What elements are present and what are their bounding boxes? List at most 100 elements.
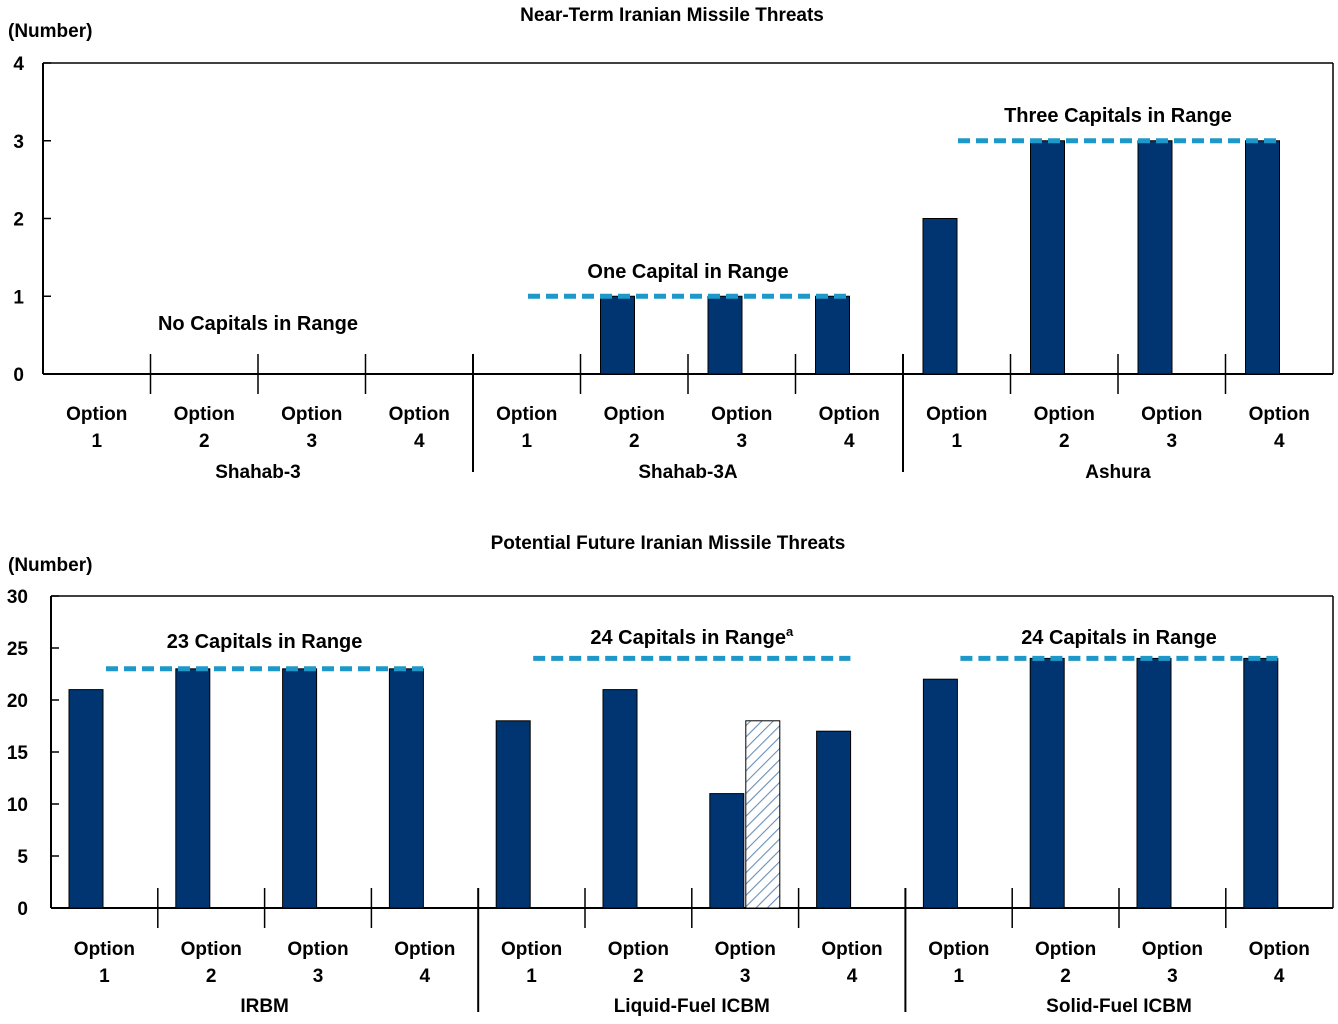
category-label: Option [821,939,882,960]
threshold-label: 24 Capitals in Range [1021,627,1217,649]
y-tick-label: 2 [13,210,24,231]
category-label: Option [174,404,235,425]
category-label: Option [66,404,127,425]
bar [922,678,958,909]
threshold-label: No Capitals in Range [158,313,358,335]
chart2-title: Potential Future Iranian Missile Threats [491,533,846,554]
category-number: 3 [1167,966,1178,987]
category-number: 3 [740,966,751,987]
threshold-label: Three Capitals in Range [1004,105,1232,127]
category-label: Option [819,404,880,425]
bar [602,689,638,909]
bar [495,720,531,909]
category-label: Option [1249,404,1310,425]
bar [1029,657,1065,909]
category-number: 1 [526,966,537,987]
category-number: 1 [99,966,110,987]
bar [1245,140,1280,375]
group-label: Shahab-3 [215,462,301,483]
y-tick-label: 1 [13,287,24,308]
chart1-ylabel: (Number) [8,21,92,42]
group-label: Shahab-3A [638,462,738,483]
category-label: Option [711,404,772,425]
category-label: Option [1142,939,1203,960]
bar [282,668,318,909]
category-number: 3 [736,431,747,452]
category-label: Option [74,939,135,960]
category-label: Option [287,939,348,960]
bar [600,295,635,375]
y-tick-label: 0 [13,365,24,386]
chart1-plot: 0 1 2 3 4 Option 1 Option 2 Option 3 Option 4 Option 1… [13,54,1334,483]
bar [68,689,104,909]
category-number: 4 [420,966,431,987]
category-number: 4 [1274,966,1285,987]
threshold-label: One Capital in Range [587,261,788,283]
y-tick-label: 3 [13,132,24,153]
chart2-ylabel: (Number) [8,555,92,576]
y-tick-label: 15 [7,743,29,764]
y-tick-label: 25 [7,639,29,660]
category-label: Option [1035,939,1096,960]
category-number: 1 [951,431,962,452]
category-number: 2 [206,966,217,987]
category-label: Option [608,939,669,960]
category-number: 4 [414,431,425,452]
category-number: 1 [91,431,102,452]
category-label: Option [1034,404,1095,425]
category-label: Option [604,404,665,425]
group-label: IRBM [240,996,289,1017]
bar [388,668,424,909]
bar [1137,140,1173,375]
bar [1030,140,1065,375]
group-label: Liquid-Fuel ICBM [614,996,770,1017]
bar [175,668,211,909]
y-tick-label: 10 [7,795,28,816]
bar [709,793,745,909]
category-number: 4 [1274,431,1285,452]
category-number: 1 [954,966,965,987]
category-label: Option [928,939,989,960]
category-number: 4 [844,431,855,452]
y-tick-label: 0 [17,899,28,920]
category-number: 2 [629,431,640,452]
category-label: Option [281,404,342,425]
category-number: 2 [633,966,644,987]
category-number: 4 [847,966,858,987]
category-label: Option [501,939,562,960]
bar [922,218,958,375]
threshold-label: 23 Capitals in Range [167,631,363,653]
chart1-title: Near-Term Iranian Missile Threats [520,5,824,26]
y-tick-label: 20 [7,691,28,712]
category-label: Option [715,939,776,960]
category-number: 2 [1060,966,1071,987]
group-label: Ashura [1085,462,1151,483]
category-label: Option [181,939,242,960]
y-tick-label: 4 [13,54,24,75]
category-number: 3 [306,431,317,452]
category-number: 2 [1059,431,1070,452]
footnote-marker: a [786,624,794,639]
category-label: Option [394,939,455,960]
category-number: 3 [1166,431,1177,452]
bar [1136,657,1172,909]
bar [707,295,743,375]
category-number: 1 [521,431,532,452]
category-label: Option [926,404,987,425]
category-label: Option [1249,939,1310,960]
threshold-label: 24 Capitals in Rangea [590,624,794,649]
category-label: Option [496,404,557,425]
group-label: Solid-Fuel ICBM [1046,996,1192,1017]
y-tick-label: 30 [7,587,28,608]
bar [816,730,852,909]
category-number: 3 [313,966,324,987]
chart2-plot: 0 5 10 15 20 25 30 Option 1 Option 2 Option 3 Option 4… [7,587,1334,1017]
bar [1243,657,1279,909]
bar [815,295,850,375]
category-label: Option [389,404,450,425]
category-label: Option [1141,404,1202,425]
category-number: 2 [199,431,210,452]
hatched-bar [745,720,781,909]
y-tick-label: 5 [17,847,28,868]
